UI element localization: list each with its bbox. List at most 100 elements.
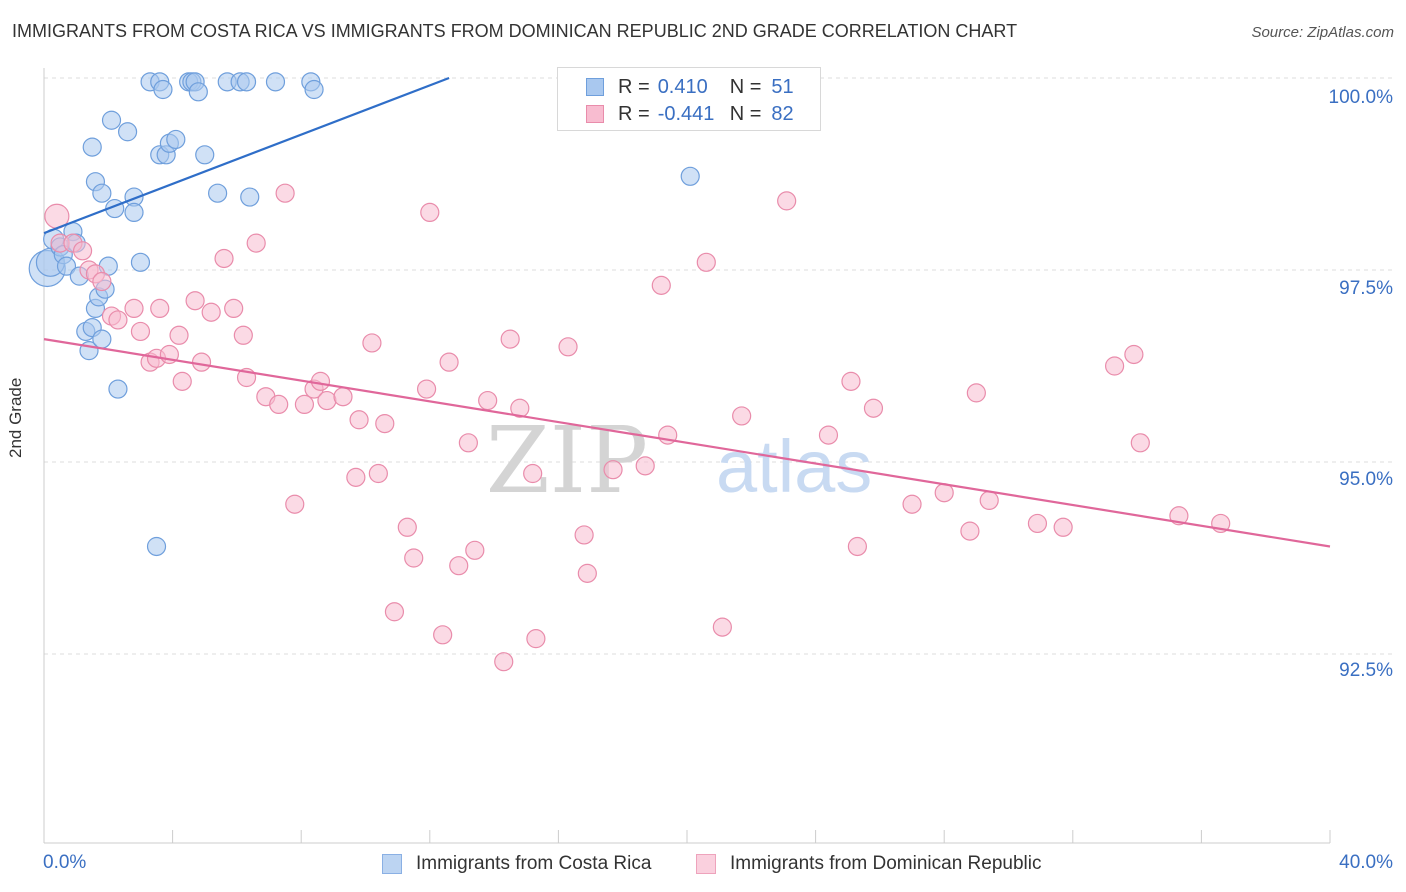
- dominican-republic-point: [732, 406, 752, 426]
- bottom-legend-costa-rica[interactable]: Immigrants from Costa Rica: [382, 852, 651, 876]
- dominican-republic-point: [397, 517, 417, 537]
- dominican-republic-point: [934, 483, 954, 503]
- dominican-republic-point: [1130, 433, 1150, 453]
- dominican-republic-point: [526, 629, 546, 649]
- watermark-atlas: atlas: [716, 425, 872, 508]
- legend-r-label: R =: [618, 102, 650, 125]
- legend-n-label: N =: [729, 75, 762, 98]
- dominican-republic-point: [150, 298, 170, 318]
- dominican-republic-point: [1053, 517, 1073, 537]
- dominican-republic-point: [651, 275, 671, 295]
- dominican-republic-point: [416, 379, 437, 399]
- dominican-republic-point: [294, 394, 315, 414]
- trend-lines: [43, 76, 1331, 548]
- dominican-republic-point: [404, 548, 424, 568]
- legend-n-value: 51: [771, 75, 794, 98]
- dominican-republic-point: [185, 291, 205, 311]
- watermark: ZIP atlas: [486, 407, 872, 514]
- x-tick-label-max: 40.0%: [1339, 852, 1393, 873]
- costa-rica-point: [146, 536, 167, 557]
- axes: [43, 68, 1331, 844]
- y-axis-label: 2nd Grade: [6, 377, 25, 458]
- x-tick-label-min: 0.0%: [43, 852, 87, 873]
- dominican-republic-point: [979, 490, 999, 510]
- dominican-republic-point: [1027, 513, 1048, 534]
- dominican-republic-point: [224, 298, 244, 318]
- costa-rica-point: [56, 256, 77, 276]
- dominican-republic-point: [362, 333, 382, 353]
- chart-title: IMMIGRANTS FROM COSTA RICA VS IMMIGRANTS…: [12, 21, 1018, 41]
- dominican-republic-point: [214, 248, 234, 269]
- dominican-republic-point: [500, 329, 520, 349]
- legend-n-value: 82: [771, 102, 794, 125]
- costa-rica-point: [108, 379, 128, 399]
- costa-rica-point: [153, 79, 173, 100]
- dominican-republic-point: [201, 302, 221, 322]
- dominican-republic-point: [841, 371, 861, 391]
- bottom-legend-swatch-costa-rica: [382, 854, 402, 874]
- dominican-republic-point: [169, 325, 189, 345]
- dominican-republic-point: [420, 202, 440, 222]
- dominican-republic-point: [384, 602, 405, 622]
- grid-lines: [44, 77, 1392, 655]
- dominican-republic-point: [960, 521, 980, 541]
- dominican-republic-point: [172, 371, 192, 391]
- chart-source: Source: ZipAtlas.com: [1251, 24, 1394, 41]
- legend-n-label: N =: [729, 102, 762, 125]
- bottom-legend-label-costa-rica: Immigrants from Costa Rica: [416, 853, 652, 874]
- dominican-republic-point: [439, 352, 459, 372]
- costa-rica-point: [92, 183, 112, 203]
- dominican-republic-point: [863, 398, 884, 418]
- bottom-legend-dominican-republic[interactable]: Immigrants from Dominican Republic: [696, 852, 1042, 876]
- watermark-zip: ZIP: [486, 407, 648, 514]
- costa-rica-point: [124, 202, 144, 222]
- dominican-republic-point: [478, 390, 498, 411]
- dominican-republic-point: [712, 617, 732, 637]
- costa-rica-point: [117, 122, 138, 142]
- costa-rica-point: [92, 329, 112, 349]
- y-tick-label-95: 95.0%: [1339, 469, 1393, 490]
- dominican-republic-point: [317, 390, 337, 411]
- dominican-republic-point: [368, 463, 388, 484]
- legend-r-value: 0.410: [657, 75, 708, 98]
- dominican-republic-point: [449, 556, 469, 576]
- dominican-republic-point: [269, 394, 289, 414]
- dominican-republic-point: [349, 410, 369, 430]
- dominican-republic-point: [696, 252, 716, 272]
- bottom-legend-swatch-dominican-republic: [696, 854, 716, 874]
- costa-rica-point: [236, 72, 257, 92]
- dominican-republic-point: [1124, 344, 1144, 365]
- costa-rica-point: [130, 252, 151, 272]
- bottom-legend-label-dominican-republic: Immigrants from Dominican Republic: [730, 853, 1042, 874]
- series-costa-rica-points: [28, 72, 700, 557]
- trend-line-costa-rica: [43, 76, 450, 235]
- dominican-republic-point: [233, 325, 253, 345]
- legend-swatch-costa-rica: [586, 78, 604, 96]
- costa-rica-point: [304, 79, 324, 100]
- costa-rica-point: [82, 137, 102, 157]
- dominican-republic-point: [246, 233, 266, 253]
- costa-rica-point: [195, 145, 215, 165]
- dominican-republic-point: [847, 536, 867, 557]
- dominican-republic-point: [558, 337, 578, 357]
- dominican-republic-point: [130, 321, 151, 342]
- dominican-republic-point: [92, 271, 112, 292]
- dominican-republic-point: [275, 183, 295, 203]
- costa-rica-point: [188, 82, 208, 102]
- dominican-republic-point: [902, 494, 922, 514]
- legend-row-costa-rica: R = 0.410 N = 51: [558, 74, 794, 100]
- dominican-republic-point: [310, 371, 331, 391]
- costa-rica-point: [680, 166, 700, 186]
- legend-swatch-dominican-republic: [586, 105, 604, 123]
- trend-line-dominican-republic: [43, 338, 1331, 548]
- dominican-republic-point: [124, 298, 144, 318]
- dominican-republic-point: [333, 387, 353, 407]
- dominican-republic-point: [191, 352, 212, 372]
- y-tick-label-92-5: 92.5%: [1339, 660, 1393, 681]
- costa-rica-point: [101, 110, 122, 130]
- dominican-republic-point: [603, 460, 623, 480]
- costa-rica-point: [208, 183, 228, 203]
- series-dominican-republic-points: [44, 183, 1231, 672]
- dominican-republic-point: [458, 433, 478, 453]
